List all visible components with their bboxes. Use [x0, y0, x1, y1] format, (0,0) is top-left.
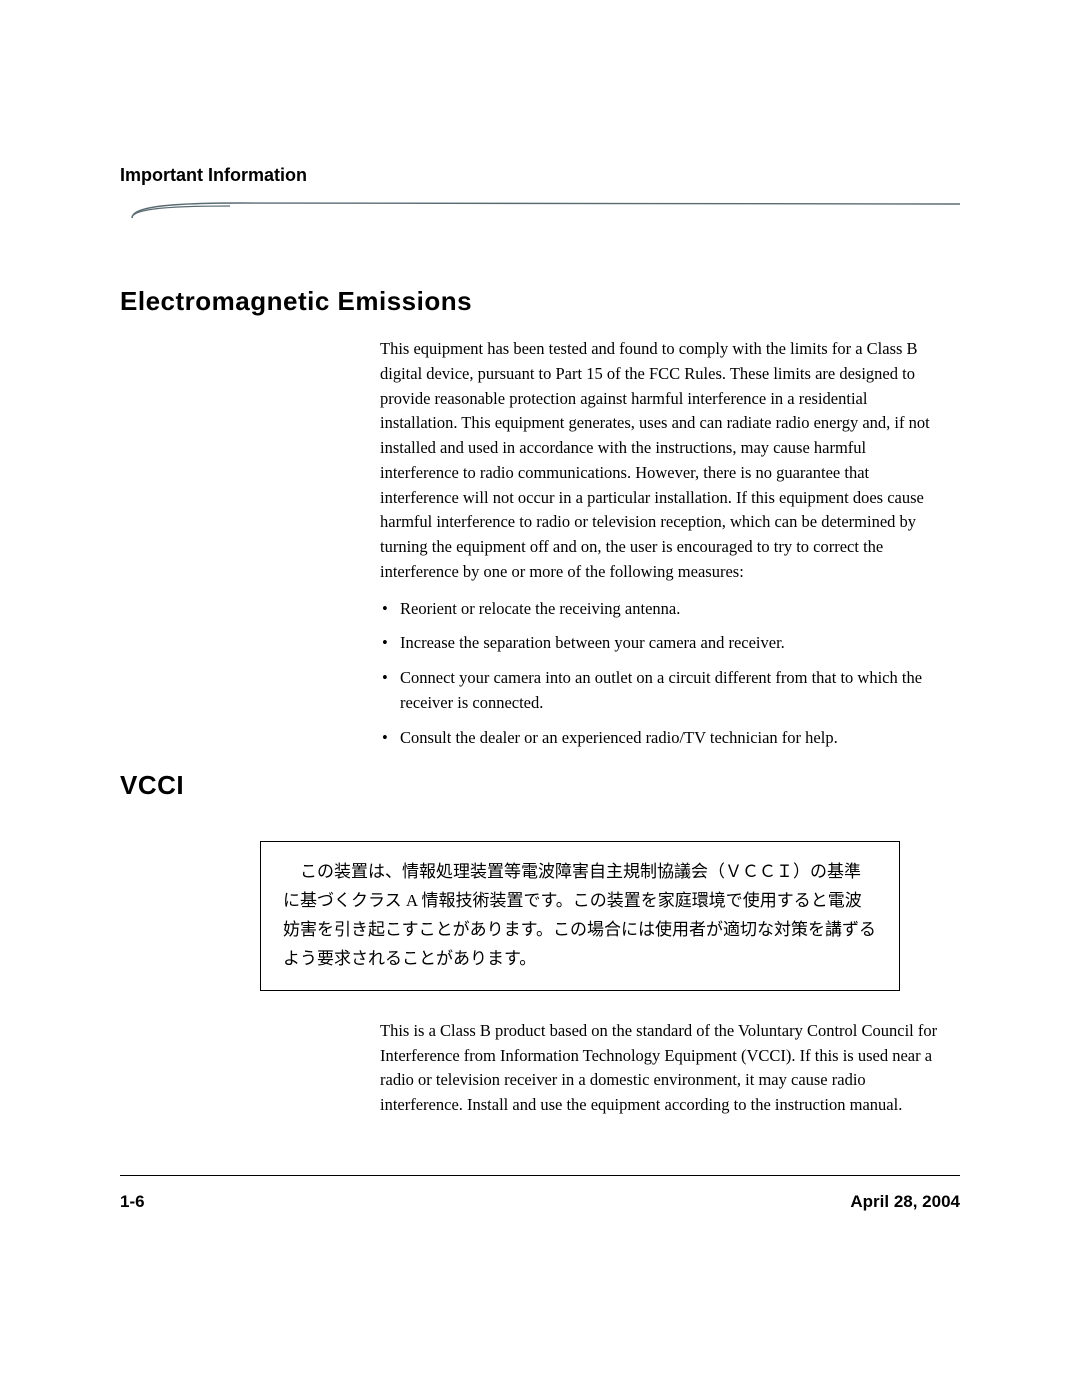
emissions-body: This equipment has been tested and found… — [380, 337, 940, 750]
vcci-paragraph: This is a Class B product based on the s… — [380, 1019, 940, 1118]
footer-date: April 28, 2004 — [850, 1192, 960, 1212]
footer-rule — [120, 1175, 960, 1176]
vcci-japanese-text: この装置は、情報処理装置等電波障害自主規制協議会（ＶＣＣＩ）の基準に基づくクラス… — [283, 858, 877, 974]
page-number: 1-6 — [120, 1192, 145, 1212]
page-footer: 1-6 April 28, 2004 — [120, 1175, 960, 1212]
bullet-item: Consult the dealer or an experienced rad… — [380, 726, 940, 751]
document-page: Important Information Electromagnetic Em… — [0, 0, 1080, 1397]
header-swoosh-icon — [120, 196, 960, 226]
emissions-heading: Electromagnetic Emissions — [120, 286, 960, 317]
vcci-heading: VCCI — [120, 770, 960, 801]
vcci-body: This is a Class B product based on the s… — [380, 1019, 940, 1118]
bullet-item: Increase the separation between your cam… — [380, 631, 940, 656]
bullet-item: Connect your camera into an outlet on a … — [380, 666, 940, 716]
bullet-item: Reorient or relocate the receiving anten… — [380, 597, 940, 622]
emissions-bullet-list: Reorient or relocate the receiving anten… — [380, 597, 940, 751]
vcci-japanese-box: この装置は、情報処理装置等電波障害自主規制協議会（ＶＣＣＩ）の基準に基づくクラス… — [260, 841, 900, 991]
running-header: Important Information — [120, 165, 960, 186]
emissions-paragraph: This equipment has been tested and found… — [380, 337, 940, 585]
footer-row: 1-6 April 28, 2004 — [120, 1192, 960, 1212]
